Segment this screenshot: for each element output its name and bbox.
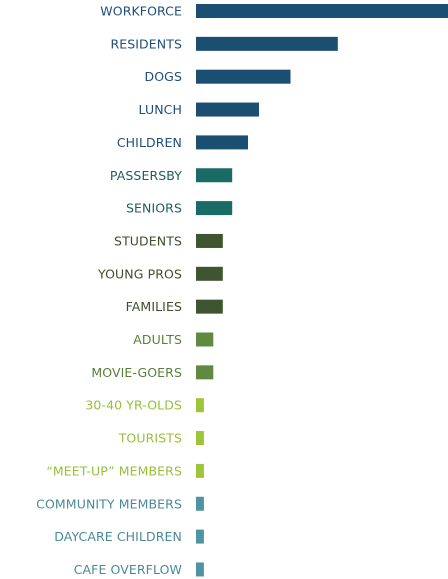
bar-workforce	[196, 4, 448, 18]
label-families: FAMILIES	[126, 299, 182, 314]
label-tourists: TOURISTS	[118, 431, 182, 446]
label-seniors: SENIORS	[126, 201, 182, 216]
label-cafe-overflow: CAFE OVERFLOW	[74, 562, 182, 577]
bar-students	[196, 233, 223, 248]
label-daycare-children: DAYCARE CHILDREN	[54, 529, 182, 544]
label-community-members: COMMUNITY MEMBERS	[36, 496, 182, 511]
bar-adults	[196, 332, 214, 347]
label-dogs: DOGS	[145, 69, 183, 84]
label-workforce: WORKFORCE	[100, 4, 182, 19]
label-passersby: PASSERSBY	[110, 168, 182, 183]
label-adults: ADULTS	[133, 332, 182, 347]
bar-30-40-yr-olds	[196, 398, 204, 413]
bar-movie-goers	[196, 365, 214, 380]
label-movie-goers: MOVIE-GOERS	[91, 365, 182, 380]
bar-community-members	[196, 496, 204, 511]
bar-lunch	[196, 102, 259, 117]
bar-tourists	[196, 431, 204, 446]
bar-meet-up-members	[196, 463, 204, 478]
bar-residents	[196, 36, 338, 51]
category-labels: WORKFORCE RESIDENTS DOGS LUNCH CHILDREN PASSE…	[36, 4, 182, 577]
label-meet-up-members: “MEET-UP” MEMBERS	[46, 463, 182, 478]
bar-passersby	[196, 168, 233, 183]
label-students: STUDENTS	[114, 233, 182, 248]
bar-young-pros	[196, 266, 223, 281]
bar-families	[196, 299, 223, 314]
bar-dogs	[196, 69, 291, 84]
label-lunch: LUNCH	[139, 102, 182, 117]
label-residents: RESIDENTS	[110, 36, 182, 51]
label-young-pros: YOUNG PROS	[97, 266, 182, 281]
label-30-40-yr-olds: 30-40 YR-OLDS	[85, 398, 182, 413]
bar-seniors	[196, 201, 233, 216]
bar-children	[196, 135, 248, 150]
bar-cafe-overflow	[196, 562, 204, 577]
label-children: CHILDREN	[117, 135, 182, 150]
bar-daycare-children	[196, 529, 204, 544]
bars	[196, 4, 448, 577]
